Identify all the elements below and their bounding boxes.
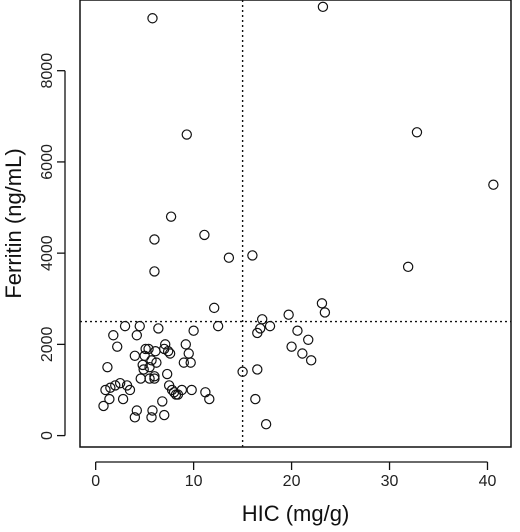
data-point — [110, 380, 121, 391]
data-point — [200, 387, 211, 398]
data-point — [317, 1, 329, 13]
data-point — [149, 371, 160, 382]
data-point — [129, 350, 141, 361]
data-point — [286, 341, 297, 352]
data-point — [411, 127, 423, 138]
data-point — [247, 250, 258, 261]
data-point — [305, 355, 317, 366]
x-axis: 0 10 20 30 40 — [91, 461, 497, 490]
data-point — [319, 307, 331, 318]
data-point — [256, 314, 268, 325]
data-point — [140, 343, 151, 355]
y-axis: 0 2000 4000 6000 8000 — [39, 53, 66, 440]
data-point — [131, 405, 143, 416]
plot-area-frame — [79, 0, 512, 448]
data-point — [260, 418, 272, 430]
data-point — [131, 330, 143, 341]
y-tick-label: 8000 — [39, 53, 56, 89]
data-point — [183, 348, 194, 359]
data-point — [402, 261, 414, 273]
data-points — [98, 1, 499, 430]
y-tick-label: 4000 — [39, 235, 56, 271]
x-axis-title: HIC (mg/g) — [242, 501, 350, 526]
data-point — [149, 234, 160, 245]
data-point — [250, 393, 261, 405]
data-point — [108, 330, 119, 341]
data-point — [135, 373, 146, 384]
data-point — [102, 361, 113, 373]
data-point — [119, 320, 131, 332]
x-tick-label: 30 — [381, 473, 399, 490]
data-point — [149, 266, 160, 277]
data-point — [178, 357, 190, 368]
data-point — [129, 412, 141, 423]
data-point — [488, 179, 499, 190]
data-point — [104, 393, 115, 405]
data-point — [162, 346, 174, 357]
data-point — [212, 320, 224, 332]
data-point — [204, 393, 215, 405]
data-point — [165, 211, 177, 222]
data-point — [292, 325, 303, 336]
data-point — [144, 373, 155, 384]
data-point — [146, 412, 157, 423]
y-tick-label: 6000 — [39, 144, 56, 180]
data-point — [134, 320, 145, 332]
data-point — [164, 348, 176, 359]
y-tick-label: 2000 — [39, 326, 56, 362]
y-axis-title: Ferritin (ng/mL) — [1, 148, 26, 298]
data-point — [223, 252, 235, 263]
data-point — [98, 400, 109, 412]
data-point — [180, 339, 191, 350]
data-point — [188, 325, 199, 336]
x-tick-label: 40 — [479, 473, 497, 490]
data-point — [147, 405, 158, 416]
data-point — [303, 334, 314, 346]
x-tick-label: 0 — [91, 473, 100, 490]
x-tick-label: 10 — [185, 473, 203, 490]
data-point — [264, 320, 276, 332]
data-point — [161, 368, 173, 380]
data-point — [124, 384, 136, 396]
y-tick-label: 0 — [39, 431, 56, 440]
data-point — [252, 364, 263, 375]
data-point — [153, 323, 164, 334]
data-point — [143, 343, 154, 355]
data-point — [157, 396, 168, 407]
x-tick-label: 20 — [283, 473, 301, 490]
data-point — [117, 393, 129, 405]
data-point — [237, 366, 248, 377]
data-point — [114, 377, 126, 389]
data-point — [208, 302, 220, 314]
data-point — [186, 384, 197, 396]
data-point — [147, 13, 158, 24]
data-point — [160, 339, 171, 350]
data-point — [159, 409, 170, 421]
data-point — [283, 309, 294, 320]
data-point — [100, 384, 111, 396]
data-point — [138, 364, 149, 375]
data-point — [146, 355, 157, 366]
reference-lines — [80, 0, 511, 447]
data-point — [151, 357, 162, 368]
data-point — [112, 341, 123, 352]
data-point — [199, 229, 210, 241]
data-point — [185, 357, 196, 368]
data-point — [181, 129, 192, 140]
data-point — [297, 348, 308, 359]
data-point — [105, 382, 116, 393]
data-point — [316, 298, 328, 309]
